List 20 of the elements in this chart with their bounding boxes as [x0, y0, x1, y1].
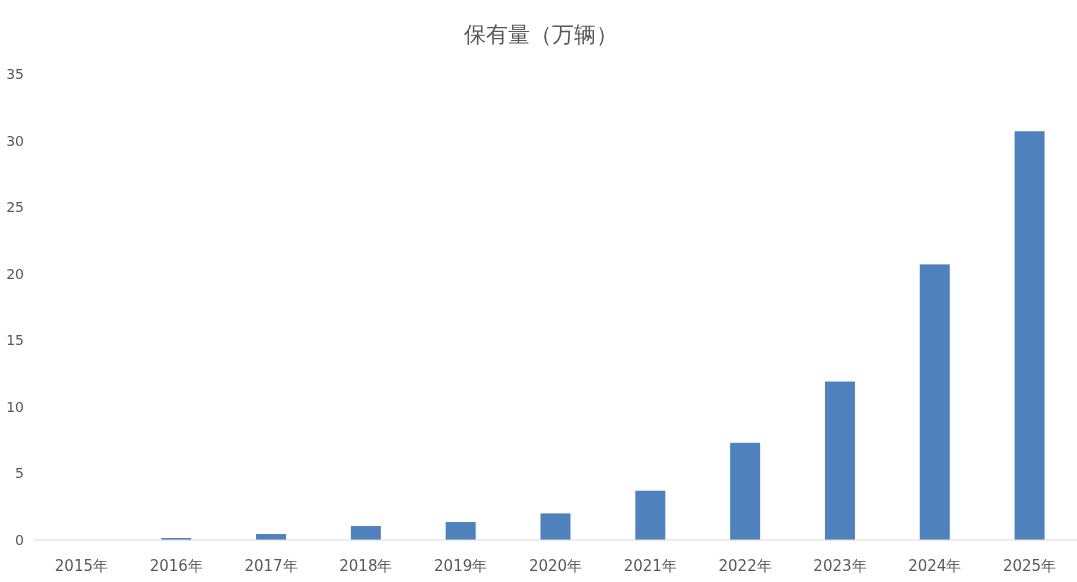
y-tick-label: 5: [15, 465, 24, 482]
x-tick-label: 2015年: [54, 557, 108, 575]
chart-title: 保有量（万辆）: [464, 22, 618, 47]
x-tick-label: 2016年: [149, 557, 203, 575]
y-tick-label: 25: [6, 199, 24, 216]
x-tick-label: 2021年: [623, 557, 677, 575]
y-tick-label: 35: [6, 66, 24, 82]
y-tick-label: 10: [6, 398, 24, 415]
x-tick-label: 2017年: [244, 557, 298, 575]
y-tick-label: 20: [6, 265, 24, 282]
y-tick-label: 30: [6, 132, 24, 149]
y-tick-label: 15: [6, 332, 24, 349]
x-tick-label: 2019年: [434, 557, 488, 575]
x-tick-label: 2023年: [813, 557, 867, 575]
x-tick-label: 2022年: [718, 557, 772, 575]
x-tick-label: 2025年: [1003, 557, 1057, 575]
x-tick-label: 2020年: [528, 557, 583, 575]
y-tick-label: 0: [15, 532, 24, 548]
x-tick-label: 2018年: [339, 557, 393, 575]
x-tick-label: 2024年: [908, 557, 962, 575]
